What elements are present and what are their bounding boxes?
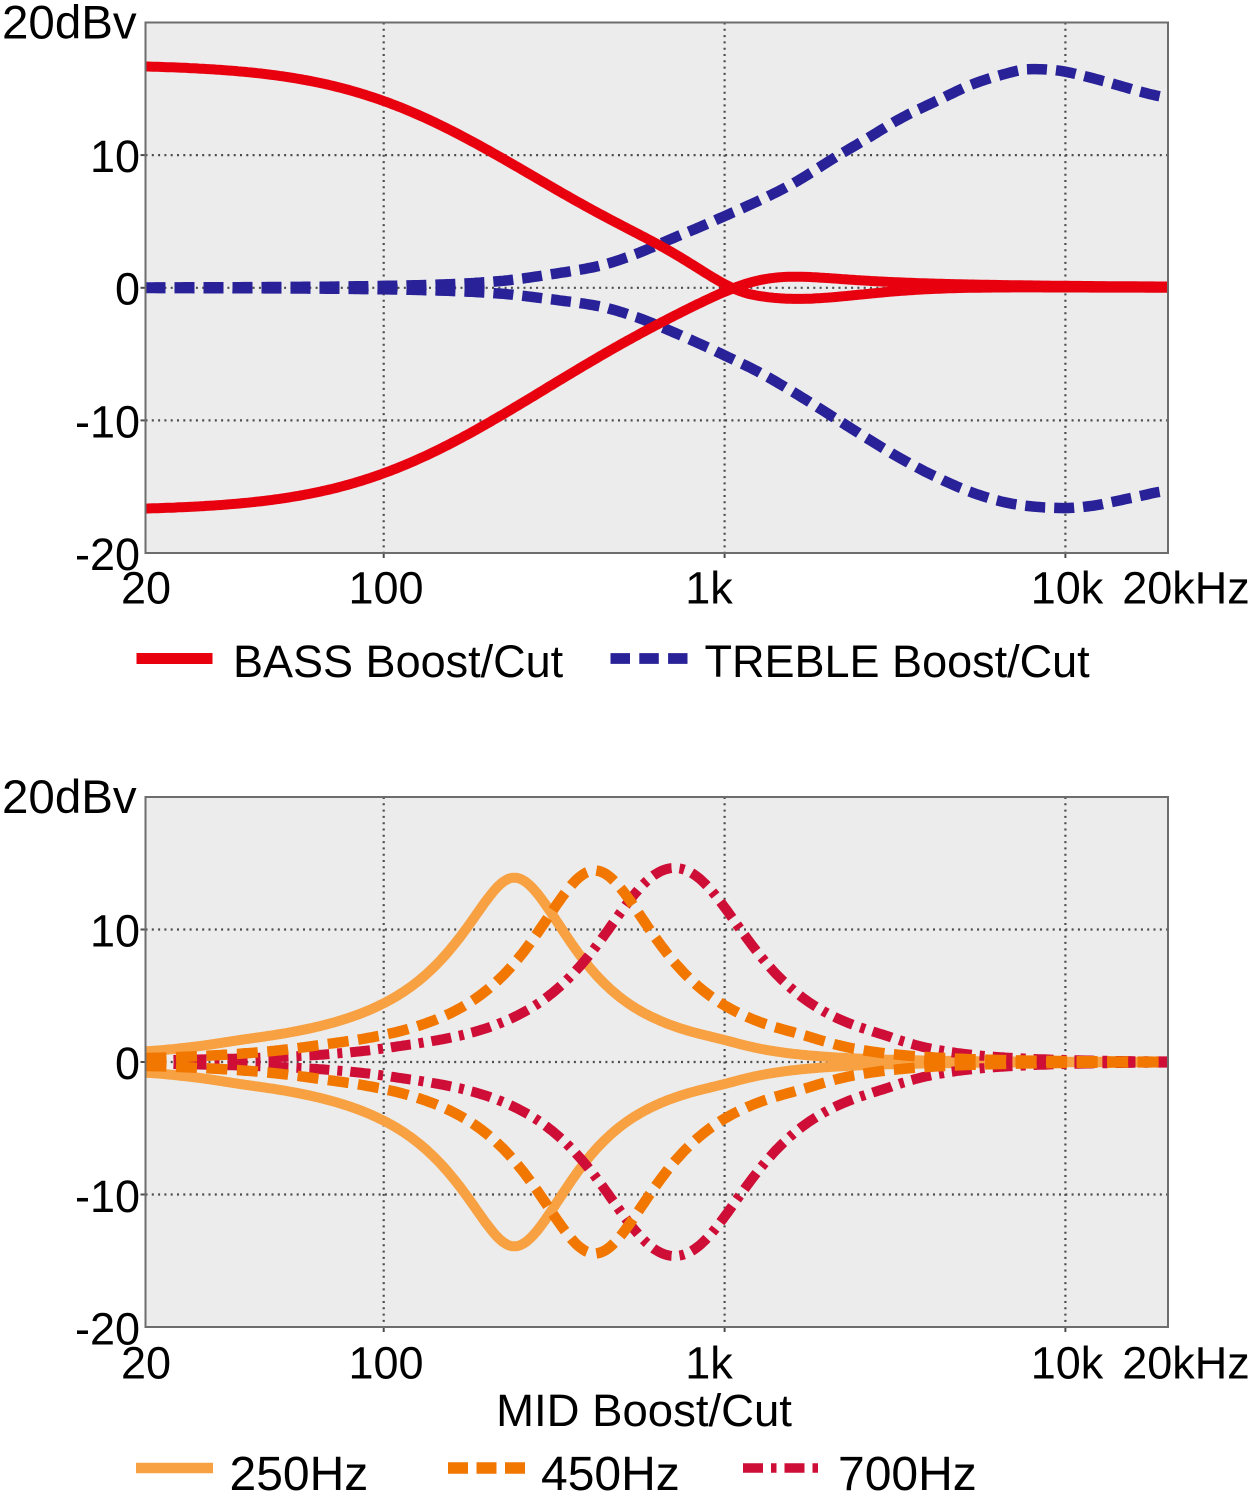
svg-text:-10: -10 — [75, 397, 140, 448]
svg-text:MID Boost/Cut: MID Boost/Cut — [496, 1385, 792, 1436]
svg-text:10k: 10k — [1031, 563, 1104, 614]
svg-text:1k: 1k — [685, 1338, 733, 1389]
svg-text:10k: 10k — [1031, 1338, 1104, 1389]
svg-text:10: 10 — [90, 906, 140, 957]
svg-text:20kHz: 20kHz — [1122, 1338, 1249, 1389]
svg-text:TREBLE Boost/Cut: TREBLE Boost/Cut — [705, 636, 1091, 687]
svg-text:-20: -20 — [75, 529, 140, 580]
svg-text:100: 100 — [348, 563, 423, 614]
svg-text:BASS Boost/Cut: BASS Boost/Cut — [233, 636, 564, 687]
svg-text:700Hz: 700Hz — [838, 1448, 977, 1500]
svg-text:450Hz: 450Hz — [541, 1448, 680, 1500]
svg-text:100: 100 — [348, 1338, 423, 1389]
svg-text:-20: -20 — [75, 1304, 140, 1355]
svg-text:1k: 1k — [685, 563, 733, 614]
svg-text:20: 20 — [121, 563, 171, 614]
svg-text:250Hz: 250Hz — [230, 1448, 369, 1500]
svg-text:0: 0 — [115, 1038, 140, 1089]
svg-text:10: 10 — [90, 131, 140, 182]
svg-text:20dBv: 20dBv — [2, 771, 137, 824]
svg-text:-10: -10 — [75, 1171, 140, 1222]
svg-text:20dBv: 20dBv — [2, 0, 137, 50]
svg-text:0: 0 — [115, 264, 140, 315]
svg-text:20: 20 — [121, 1338, 171, 1389]
svg-text:20kHz: 20kHz — [1122, 563, 1249, 614]
